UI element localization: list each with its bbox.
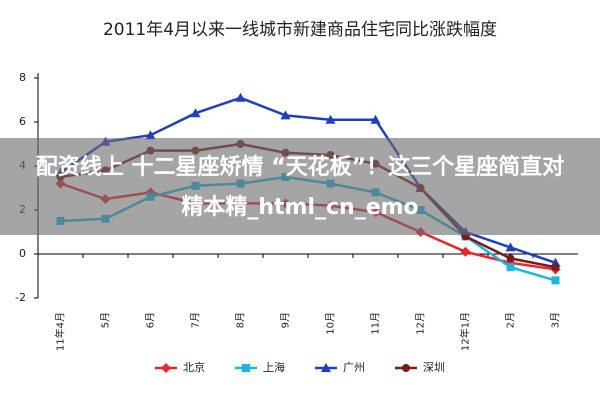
x-tick-label: 11年4月 [54, 312, 67, 351]
marker [190, 108, 201, 118]
overlay-text: 配资线上 十二星座矫情 “天花板”！这三个星座简直对 [36, 154, 564, 180]
y-tick-label: 8 [19, 71, 26, 84]
marker [506, 263, 515, 272]
marker [460, 246, 471, 257]
x-tick-label: 11月 [370, 312, 382, 335]
legend-label: 北京 [183, 360, 205, 374]
marker [551, 276, 560, 285]
marker [325, 114, 336, 124]
marker [551, 263, 560, 272]
chart-title: 2011年4月以来一线城市新建商品住宅同比涨跌幅度 [103, 20, 497, 40]
x-tick-label: 3月 [550, 312, 562, 328]
y-tick-label: 0 [19, 247, 26, 260]
legend-label: 深圳 [423, 361, 445, 374]
x-tick-label: 5月 [100, 312, 112, 328]
x-tick-label: 8月 [235, 312, 247, 328]
y-tick-label: -2 [15, 291, 26, 304]
legend-label: 上海 [263, 360, 285, 374]
marker [321, 363, 331, 372]
marker [402, 364, 410, 372]
marker [242, 364, 250, 372]
x-tick-label: 2月 [505, 312, 517, 328]
marker [506, 254, 515, 263]
marker [235, 92, 246, 102]
marker [370, 114, 381, 124]
marker [161, 363, 171, 373]
x-tick-label: 7月 [190, 312, 202, 328]
marker [280, 110, 291, 120]
x-tick-label: 9月 [280, 312, 292, 328]
marker [145, 130, 156, 140]
x-tick-label: 6月 [145, 312, 157, 328]
x-tick-label: 12月 [415, 312, 427, 335]
y-tick-label: 6 [19, 115, 26, 128]
legend-label: 广州 [343, 361, 365, 374]
overlay-band [0, 138, 600, 235]
marker [505, 242, 516, 252]
overlay-text: 精本精_html_cn_emo [181, 194, 418, 220]
x-tick-label: 12年1月 [459, 312, 472, 351]
x-tick-label: 10月 [325, 312, 337, 335]
